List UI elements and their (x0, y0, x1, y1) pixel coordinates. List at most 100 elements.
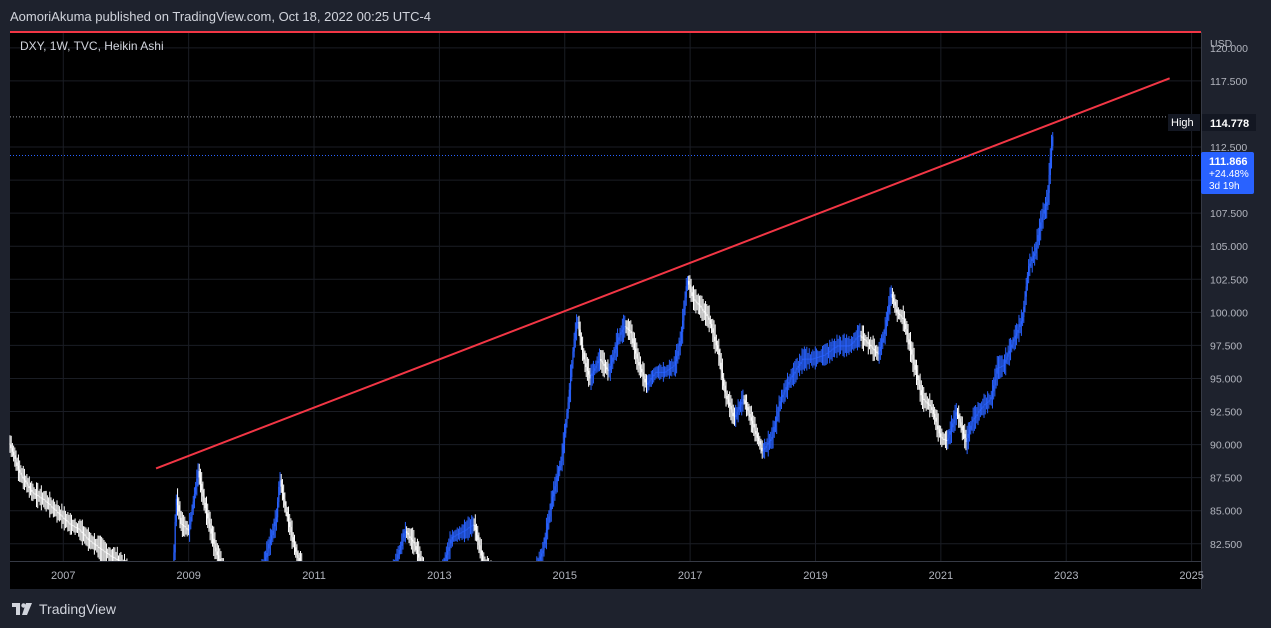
candle-body (964, 434, 966, 439)
drawings[interactable] (10, 31, 1201, 470)
candle-body (471, 525, 473, 527)
candles (9, 132, 1054, 562)
candle-body (78, 528, 80, 530)
candle-body (760, 444, 762, 448)
candle-body (477, 535, 479, 541)
candle-body (107, 552, 109, 554)
candle-body (1026, 276, 1029, 287)
candle-body (203, 496, 205, 503)
candle-body (571, 364, 573, 377)
candle-body (650, 377, 652, 380)
candle-body (630, 331, 632, 334)
symbol-legend[interactable]: DXY, 1W, TVC, Heikin Ashi (20, 39, 164, 53)
candle-body (99, 547, 102, 549)
candle-body (481, 555, 484, 561)
candle-body (103, 550, 105, 552)
candle-body (1031, 258, 1033, 261)
candle-body (707, 315, 709, 318)
candle-body (596, 363, 598, 366)
candle-body (405, 531, 408, 533)
candle-body (927, 403, 930, 405)
candle-body (800, 362, 802, 364)
candle-body (96, 545, 98, 547)
price-tick-label: 112.500 (1210, 142, 1247, 154)
candle-body (295, 547, 297, 552)
candle-body (893, 297, 895, 302)
candle-body (996, 367, 998, 374)
candle-body (468, 527, 470, 529)
candle-body (771, 436, 773, 440)
candle-body (28, 486, 30, 489)
candle-body (833, 347, 836, 349)
candle-body (111, 556, 114, 558)
last-price-badge: 111.866 +24.48% 3d 19h (1201, 152, 1254, 194)
trendline[interactable] (155, 77, 1171, 470)
candle-body (615, 344, 617, 349)
candle-body (877, 353, 879, 355)
candle-body (610, 361, 613, 366)
candle-body (60, 514, 62, 516)
candle-body (985, 402, 988, 405)
candle-body (695, 300, 697, 302)
candle-body (401, 541, 403, 546)
candle-body (1034, 253, 1036, 256)
tradingview-logo[interactable]: TradingView (11, 600, 116, 618)
candle-body (298, 558, 300, 561)
candle-body (676, 356, 678, 362)
candle-body (73, 525, 75, 527)
candle-body (649, 379, 651, 382)
candle-body (700, 305, 702, 308)
candle-body (954, 416, 956, 420)
candle-body (407, 532, 409, 535)
candle-body (701, 307, 703, 310)
candle-body (296, 551, 298, 555)
candle-body (894, 301, 896, 306)
candle-body (1047, 192, 1049, 203)
candle-body (197, 471, 199, 479)
candle-body (63, 517, 65, 519)
candle-body (1050, 146, 1053, 158)
candle-body (823, 355, 825, 357)
candle-body (867, 342, 869, 344)
candle-body (56, 510, 58, 513)
candle-body (538, 559, 540, 561)
candle-body (566, 413, 568, 424)
candle-body (803, 358, 806, 360)
candle-body (703, 310, 705, 313)
candle-body (416, 549, 419, 554)
candle-body (101, 548, 103, 550)
candle-body (603, 364, 605, 366)
candle-body (270, 535, 273, 540)
candle-body (419, 557, 421, 561)
candle-body (814, 357, 816, 359)
candle-body (1001, 365, 1003, 367)
candle-body (942, 438, 944, 440)
candle-body (450, 539, 452, 544)
candle-body (895, 305, 897, 310)
candle-body (108, 553, 110, 555)
candle-body (279, 480, 281, 487)
candle-body (829, 351, 831, 353)
candle-body (686, 280, 689, 287)
candle-body (680, 331, 683, 341)
candle-body (462, 531, 464, 533)
candle-body (589, 374, 591, 379)
candle-body (90, 540, 92, 542)
candle-body (181, 524, 183, 526)
candle-body (459, 533, 461, 535)
candle-body (882, 338, 884, 343)
candle-body (682, 320, 684, 332)
candle-body (855, 338, 857, 340)
candle-body (936, 421, 938, 426)
candle-body (189, 524, 191, 531)
candle-body (606, 367, 608, 370)
time-axis[interactable]: 2007 2009 2011 2013 2015 2017 2019 2021 2023 2025 (51, 570, 1204, 582)
candle-body (110, 555, 112, 557)
candle-body (737, 409, 739, 413)
candle-body (572, 351, 574, 365)
candle-body (273, 526, 275, 531)
candle-body (795, 369, 797, 372)
candle-body (545, 530, 548, 537)
candle-body (872, 347, 874, 349)
